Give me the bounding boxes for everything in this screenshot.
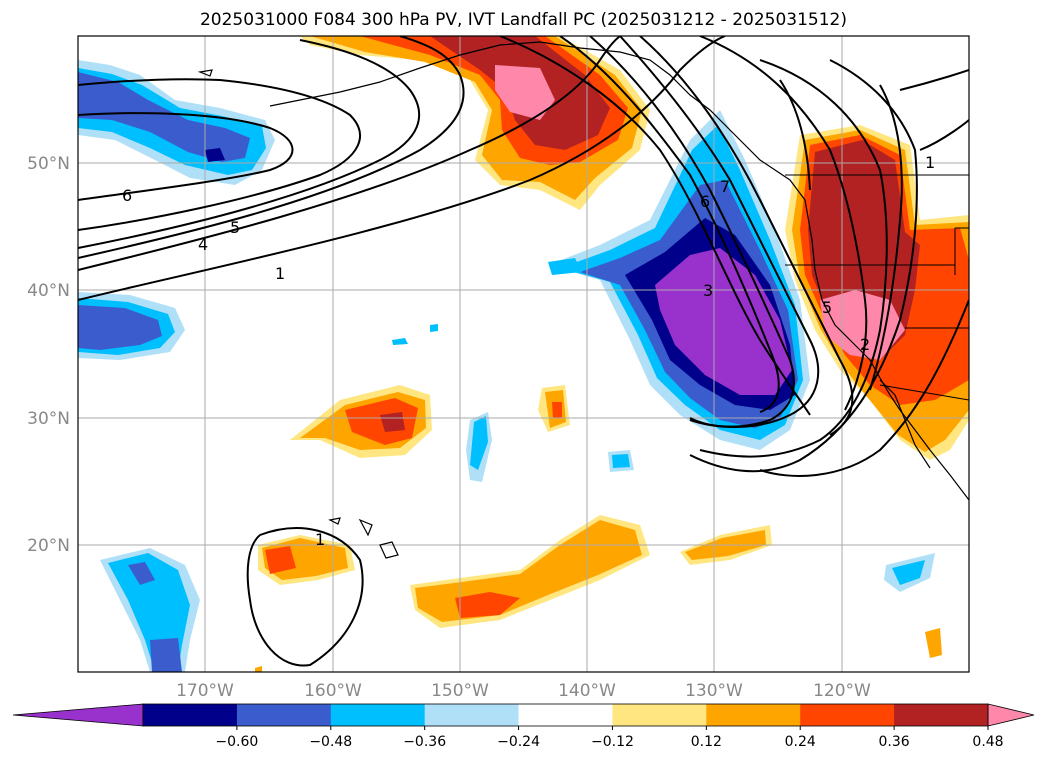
- colorbar-box: [424, 704, 520, 726]
- lon-label-140w: 140°W: [558, 681, 616, 701]
- contour-label: 2: [860, 335, 870, 354]
- lat-label-30n: 30°N: [27, 409, 70, 429]
- colorbar-box: [518, 704, 613, 726]
- contour-label: 1: [275, 264, 285, 283]
- lon-label-160w: 160°W: [304, 681, 362, 701]
- colorbar-tick-label: 0.24: [785, 734, 816, 750]
- colorbar-box: [800, 704, 895, 726]
- map-panel: 6 5 4 1 7 6 3 5 2 1 1: [78, 36, 969, 672]
- colorbar-extend-low: [12, 703, 144, 727]
- colorbar: −0.60 −0.48 −0.36 −0.24 −0.12 0.12 0.24 0.36 0.4…: [12, 703, 1035, 750]
- colorbar-extend-high: [987, 703, 1035, 727]
- lat-label-20n: 20°N: [27, 536, 70, 556]
- colorbar-tick-label: −0.48: [309, 734, 352, 750]
- contour-label: 5: [230, 218, 240, 237]
- contour-labels: 6 5 4 1 7 6 3 5 2 1 1: [122, 153, 935, 549]
- negative-anomaly-south-west: [100, 548, 200, 672]
- colorbar-box: [143, 704, 238, 726]
- negative-anomaly-west-40n: [78, 292, 185, 360]
- longitude-labels: 170°W 160°W 150°W 140°W 130°W 120°W: [176, 681, 871, 701]
- contour-label: 1: [315, 530, 325, 549]
- colorbar-tick-label: 0.12: [691, 734, 722, 750]
- contour-label: 5: [822, 298, 832, 317]
- positive-anomaly-gulf-alaska: [300, 36, 650, 210]
- colorbar-box: [706, 704, 801, 726]
- lon-label-170w: 170°W: [176, 681, 234, 701]
- colorbar-box: [612, 704, 707, 726]
- colorbar-tick-label: −0.12: [591, 734, 634, 750]
- colorbar-tick-label: −0.60: [215, 734, 258, 750]
- gridlines: [78, 36, 969, 672]
- colorbar-tick-label: 0.36: [879, 734, 910, 750]
- negative-anomaly-north-pacific: [78, 60, 275, 185]
- contour-label: 4: [198, 235, 208, 254]
- lat-label-40n: 40°N: [27, 281, 70, 301]
- colorbar-box: [236, 704, 332, 726]
- colorbar-tick-label: −0.24: [497, 734, 540, 750]
- colorbar-frame: [142, 703, 989, 727]
- colorbar-tick-label: −0.36: [403, 734, 446, 750]
- negative-anomaly-small-cells: [392, 258, 935, 592]
- lon-label-130w: 130°W: [685, 681, 743, 701]
- pv-contours: [78, 36, 969, 667]
- contour-label: 6: [700, 192, 710, 211]
- lat-label-50n: 50°N: [27, 154, 70, 174]
- contour-label: 7: [720, 177, 730, 196]
- contour-label: 3: [703, 281, 713, 300]
- map-title: 2025031000 F084 300 hPa PV, IVT Landfall…: [199, 10, 847, 30]
- latitude-labels: 50°N 40°N 30°N 20°N: [27, 154, 70, 556]
- contour-label: 6: [122, 186, 132, 205]
- lon-label-150w: 150°W: [431, 681, 489, 701]
- map-frame: [77, 35, 970, 673]
- contour-label: 1: [925, 153, 935, 172]
- lon-label-120w: 120°W: [813, 681, 871, 701]
- colorbar-box: [894, 704, 989, 726]
- political-borders: [785, 174, 969, 401]
- colorbar-tick-label: 0.48: [972, 734, 1003, 750]
- colorbar-box: [330, 704, 426, 726]
